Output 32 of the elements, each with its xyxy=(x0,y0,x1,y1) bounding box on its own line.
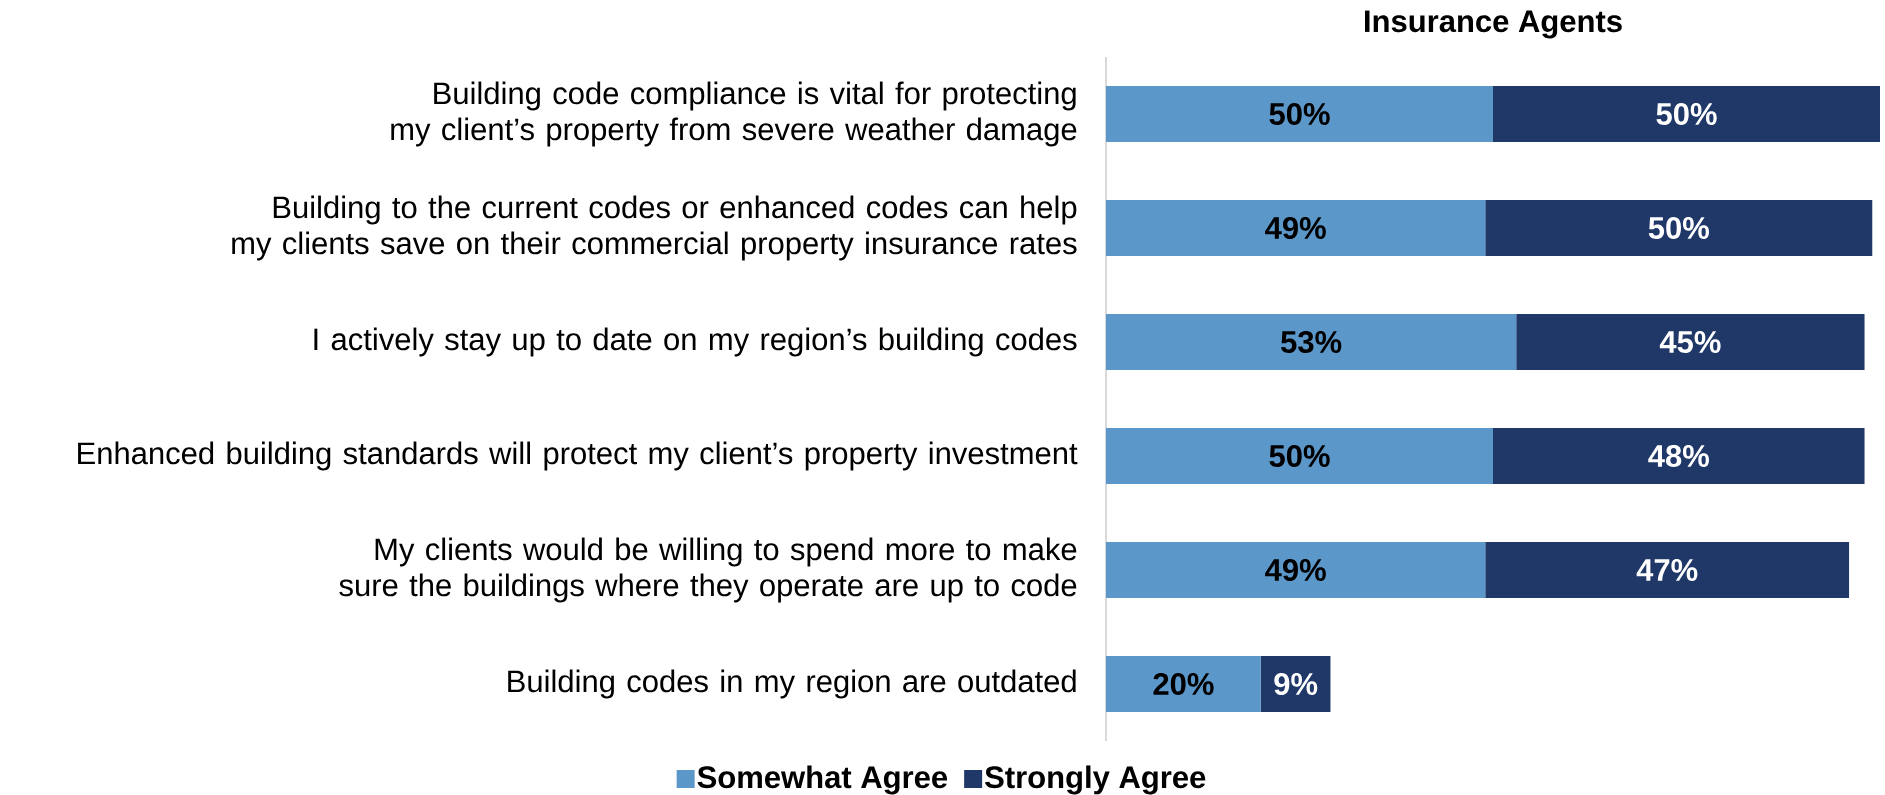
data-label: 47% xyxy=(1636,559,1698,581)
bar xyxy=(1485,200,1873,256)
y-tick-label: I actively stay up to date on my region’s building codes xyxy=(314,327,1077,357)
y-tick-label: Building code compliance is vital for protecting my client’s property from severe weather damage xyxy=(391,81,1077,147)
data-label: 49% xyxy=(1265,217,1326,239)
bar xyxy=(1516,314,1865,370)
y-tick-label: Building codes in my region are outdated xyxy=(508,669,1076,699)
data-label: 50% xyxy=(1269,445,1330,467)
bar xyxy=(1106,86,1493,142)
legend-label: Strongly Agree xyxy=(985,765,1206,795)
data-label: 50% xyxy=(1648,217,1709,239)
data-label: 49% xyxy=(1265,559,1326,581)
data-label: 9% xyxy=(1274,673,1318,695)
bar xyxy=(1493,86,1881,142)
data-label: 53% xyxy=(1281,331,1342,353)
y-tick-label: Enhanced building standards will protect my client’s property investment xyxy=(78,441,1078,471)
bar xyxy=(1106,314,1517,370)
legend-label: Somewhat Agree xyxy=(697,765,948,795)
y-tick-label: My clients would be willing to spend more to make sure the buildings where they operate are up to code xyxy=(339,537,1077,603)
data-label: 20% xyxy=(1153,673,1214,695)
data-label: 48% xyxy=(1648,445,1709,467)
bar xyxy=(1106,200,1486,256)
bar xyxy=(1106,656,1261,713)
y-tick-label: Building to the current codes or enhanced codes can help my clients save on their commercial property insurance rates xyxy=(232,195,1077,261)
data-label: 50% xyxy=(1656,103,1717,125)
bar xyxy=(1106,428,1493,484)
bar xyxy=(1485,542,1850,598)
bar xyxy=(1493,428,1865,484)
data-label: 45% xyxy=(1659,331,1721,353)
bar xyxy=(1106,542,1486,598)
data-label: 50% xyxy=(1269,103,1330,125)
chart-title: Insurance Agents xyxy=(1365,10,1622,39)
